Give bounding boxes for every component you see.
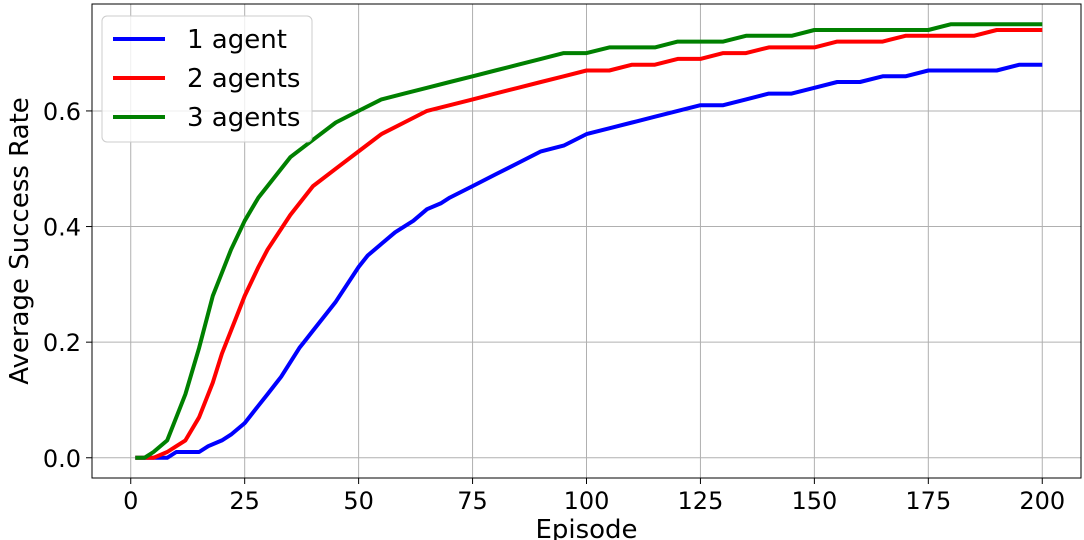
y-tick-label: 0.0: [43, 445, 81, 473]
tick-layer: 0 25 50 75 100 125 150 175 200 0.0 0.2 0.4 0.6: [43, 98, 1065, 515]
legend-box: [101, 15, 313, 143]
x-tick-label: 75: [457, 487, 488, 515]
legend-label: 1 agent: [187, 25, 287, 55]
x-tick-label: 100: [564, 487, 610, 515]
x-tick-label: 200: [1019, 487, 1065, 515]
legend: 1 agent 2 agents 3 agents: [101, 15, 313, 143]
series-layer: [135, 22, 1043, 460]
x-tick-label: 50: [343, 487, 374, 515]
series-line-1: [135, 62, 1043, 460]
series-line-3: [135, 22, 1043, 460]
legend-label: 2 agents: [187, 64, 300, 94]
y-tick-label: 0.4: [43, 214, 81, 242]
y-axis-label: Average Success Rate: [5, 97, 35, 385]
x-tick-label: 125: [678, 487, 724, 515]
grid-layer: [92, 4, 1081, 478]
x-tick-label: 150: [791, 487, 837, 515]
series-line-2: [135, 28, 1043, 460]
x-tick-label: 25: [229, 487, 260, 515]
y-tick-label: 0.2: [43, 329, 81, 357]
x-axis-label: Episode: [535, 515, 637, 540]
x-tick-label: 0: [123, 487, 138, 515]
x-tick-label: 175: [905, 487, 951, 515]
y-tick-label: 0.6: [43, 98, 81, 126]
legend-label: 3 agents: [187, 103, 300, 133]
